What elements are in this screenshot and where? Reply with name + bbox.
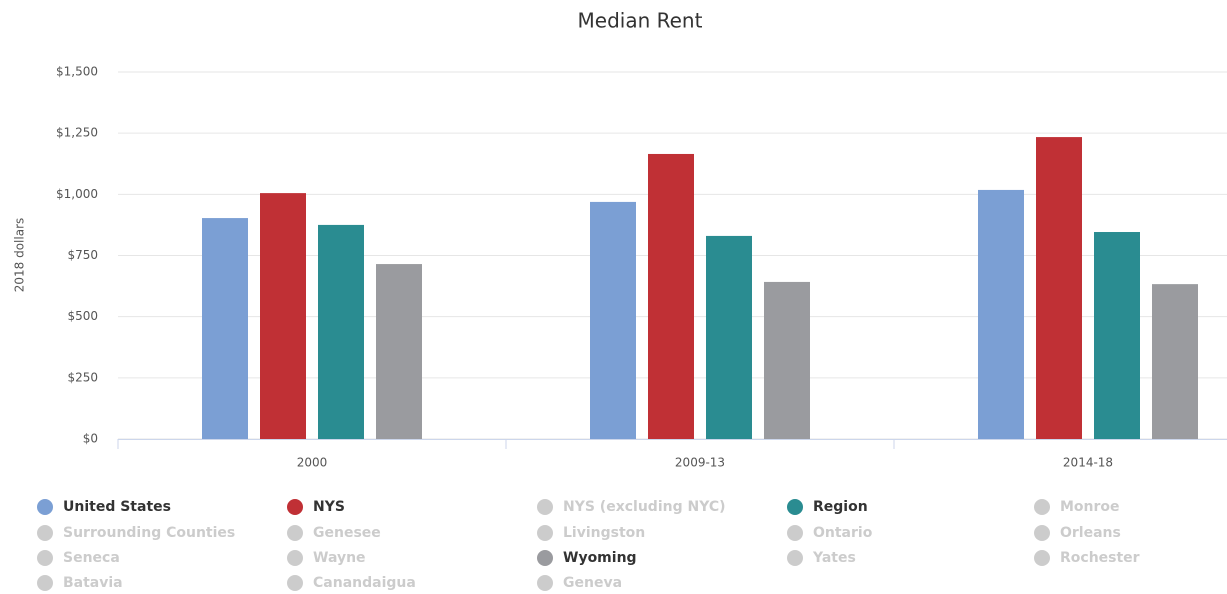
y-tick-label: $1,500 <box>56 65 98 79</box>
y-tick-label: $750 <box>67 248 98 262</box>
legend-marker[interactable] <box>787 525 803 541</box>
bar <box>260 193 306 439</box>
bar <box>1036 137 1082 439</box>
legend-label[interactable]: NYS (excluding NYC) <box>563 499 726 515</box>
legend-marker[interactable] <box>37 575 53 591</box>
legend-marker[interactable] <box>537 575 553 591</box>
legend-marker[interactable] <box>537 525 553 541</box>
legend-label[interactable]: Yates <box>812 550 856 566</box>
bar <box>376 264 422 439</box>
legend-label[interactable]: Rochester <box>1060 550 1140 566</box>
legend-marker[interactable] <box>37 499 53 515</box>
legend-label[interactable]: Orleans <box>1060 525 1121 541</box>
legend-label[interactable]: Canandaigua <box>313 575 416 591</box>
y-tick-label: $1,000 <box>56 187 98 201</box>
legend-label[interactable]: Livingston <box>563 525 645 541</box>
legend-marker[interactable] <box>537 499 553 515</box>
bar <box>590 201 636 439</box>
legend-label[interactable]: Surrounding Counties <box>63 525 235 541</box>
legend-label[interactable]: Wayne <box>313 550 366 566</box>
legend-label[interactable]: Ontario <box>813 525 873 541</box>
legend-label[interactable]: Seneca <box>63 550 120 566</box>
legend-marker[interactable] <box>287 525 303 541</box>
legend-marker[interactable] <box>287 550 303 566</box>
bar <box>318 224 364 439</box>
legend-marker[interactable] <box>287 499 303 515</box>
legend-marker[interactable] <box>37 550 53 566</box>
legend-label[interactable]: Wyoming <box>563 550 637 566</box>
legend-label[interactable]: NYS <box>313 499 345 515</box>
y-axis-label: 2018 dollars <box>13 218 27 293</box>
y-tick-label: $250 <box>67 370 98 384</box>
legend-marker[interactable] <box>287 575 303 591</box>
legend-marker[interactable] <box>537 550 553 566</box>
legend-marker[interactable] <box>1034 525 1050 541</box>
bar <box>1094 232 1140 439</box>
bar <box>978 189 1024 439</box>
legend-marker[interactable] <box>1034 550 1050 566</box>
bar <box>764 281 810 439</box>
y-tick-label: $500 <box>67 309 98 323</box>
bar <box>202 218 248 439</box>
bar <box>1152 284 1198 439</box>
x-tick-label: 2014-18 <box>1063 456 1113 470</box>
legend-marker[interactable] <box>787 550 803 566</box>
legend-label[interactable]: Batavia <box>63 575 123 591</box>
legend-label[interactable]: Genesee <box>313 525 381 541</box>
legend-label[interactable]: Geneva <box>563 575 622 591</box>
legend-label[interactable]: United States <box>63 499 171 515</box>
y-tick-label: $1,250 <box>56 126 98 140</box>
bar <box>706 235 752 439</box>
y-tick-label: $0 <box>83 432 98 446</box>
x-tick-label: 2000 <box>297 456 328 470</box>
chart-title: Median Rent <box>578 9 703 33</box>
x-tick-label: 2009-13 <box>675 456 725 470</box>
legend-marker[interactable] <box>37 525 53 541</box>
bar <box>648 153 694 440</box>
legend-marker[interactable] <box>1034 499 1050 515</box>
legend-label[interactable]: Region <box>813 499 868 515</box>
legend-marker[interactable] <box>787 499 803 515</box>
legend-label[interactable]: Monroe <box>1060 499 1120 515</box>
